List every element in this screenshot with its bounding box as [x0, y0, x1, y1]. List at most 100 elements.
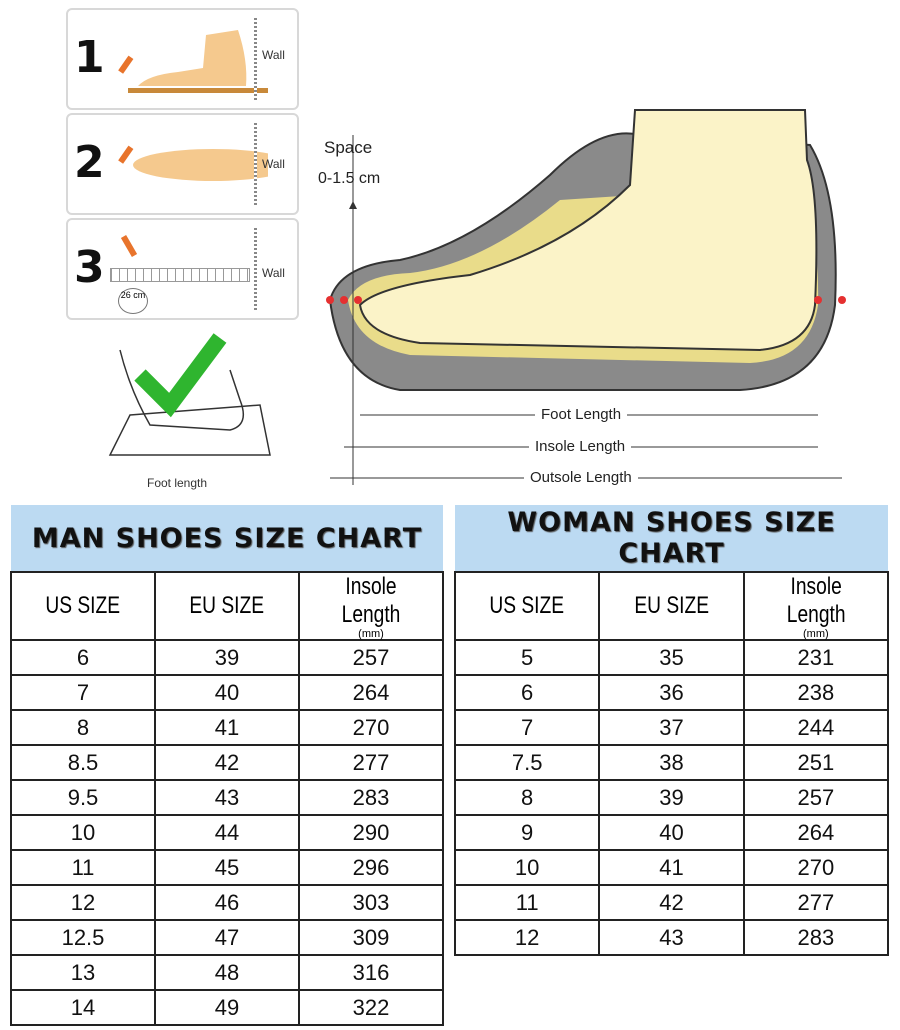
- us-size-cell: 13: [10, 954, 156, 991]
- column-header-label: Insole Length: [341, 573, 401, 628]
- column-header-label: EU SIZE: [634, 592, 709, 619]
- us-size-cell: 7.5: [453, 744, 601, 781]
- eu-size-cell: 46: [154, 884, 300, 921]
- wall-graphic: [254, 123, 257, 207]
- us-size-cell: 6: [453, 674, 601, 711]
- table-row: 8 39 257: [453, 779, 890, 816]
- table-row: 12.5 47 309: [10, 919, 444, 956]
- ruler-reading: 26 cm: [118, 288, 148, 314]
- eu-size-cell: 38: [598, 744, 745, 781]
- insole-length-cell: 264: [298, 674, 444, 711]
- eu-size-cell: 41: [154, 709, 300, 746]
- table-row: 11 42 277: [453, 884, 890, 921]
- table-row: 6 39 257: [10, 639, 444, 676]
- table-row: 9.5 43 283: [10, 779, 444, 816]
- insole-length-cell: 309: [298, 919, 444, 956]
- insole-length-cell: 270: [742, 849, 890, 886]
- table-row: 5 35 231: [453, 639, 890, 676]
- insole-length-cell: 251: [742, 744, 890, 781]
- header-row: US SIZE EU SIZE Insole Length (mm): [453, 571, 890, 641]
- foot-top-illustration: [118, 145, 268, 181]
- us-size-cell: 8: [10, 709, 156, 746]
- step-number: 2: [74, 137, 105, 188]
- eu-size-cell: 39: [154, 639, 300, 676]
- insole-length-cell: 283: [298, 779, 444, 816]
- us-size-cell: 9: [453, 814, 601, 851]
- table-row: 10 41 270: [453, 849, 890, 886]
- insole-length-cell: 270: [298, 709, 444, 746]
- us-size-cell: 11: [10, 849, 156, 886]
- column-header: EU SIZE: [154, 571, 300, 641]
- column-header-label: US SIZE: [45, 592, 121, 619]
- insole-length-label: Insole Length: [529, 438, 632, 455]
- table-row: 9 40 264: [453, 814, 890, 851]
- eu-size-cell: 40: [154, 674, 300, 711]
- insole-length-cell: 316: [298, 954, 444, 991]
- us-size-cell: 10: [10, 814, 156, 851]
- column-header: Insole Length (mm): [742, 571, 890, 641]
- column-header-label: US SIZE: [489, 592, 565, 619]
- table-row: 13 48 316: [10, 954, 444, 991]
- insole-length-cell: 244: [742, 709, 890, 746]
- us-size-cell: 12: [453, 919, 601, 956]
- table-row: 11 45 296: [10, 849, 444, 886]
- insole-length-cell: 322: [298, 989, 444, 1026]
- pencil-icon: [120, 234, 138, 258]
- man-size-table: MAN SHOES SIZE CHART US SIZE EU SIZE Insole…: [10, 505, 444, 1026]
- eu-size-cell: 47: [154, 919, 300, 956]
- eu-size-cell: 49: [154, 989, 300, 1026]
- table-row: 8 41 270: [10, 709, 444, 746]
- us-size-cell: 8.5: [10, 744, 156, 781]
- ruler-graphic: [110, 268, 250, 282]
- foot-length-caption: Foot length: [147, 476, 208, 490]
- measuring-foot-illustration: [108, 333, 271, 456]
- us-size-cell: 10: [453, 849, 601, 886]
- wall-graphic: [254, 18, 257, 102]
- insole-length-cell: 283: [742, 919, 890, 956]
- insole-length-cell: 231: [742, 639, 890, 676]
- eu-size-cell: 44: [154, 814, 300, 851]
- foot-side-illustration: [118, 30, 268, 93]
- unit-label: (mm): [803, 628, 829, 640]
- insole-length-cell: 238: [742, 674, 890, 711]
- eu-size-cell: 35: [598, 639, 745, 676]
- eu-size-cell: 45: [154, 849, 300, 886]
- eu-size-cell: 39: [598, 779, 745, 816]
- us-size-cell: 12: [10, 884, 156, 921]
- step-1-panel: 1 Wall: [66, 8, 299, 110]
- eu-size-cell: 40: [598, 814, 745, 851]
- table-row: 12 46 303: [10, 884, 444, 921]
- step-2-panel: 2 Wall: [66, 113, 299, 215]
- column-header-label: Insole Length: [786, 573, 846, 628]
- us-size-cell: 7: [453, 709, 601, 746]
- table-row: 10 44 290: [10, 814, 444, 851]
- table-title: WOMAN SHOES SIZE CHART: [455, 505, 888, 572]
- step-number: 3: [74, 242, 105, 293]
- table-title: MAN SHOES SIZE CHART: [11, 505, 443, 572]
- foot-length-label: Foot Length: [535, 406, 628, 423]
- step-3-panel: 3 26 cm Wall: [66, 218, 299, 320]
- space-range: 0-1.5 cm: [318, 170, 381, 187]
- us-size-cell: 14: [10, 989, 156, 1026]
- us-size-cell: 5: [453, 639, 601, 676]
- column-header: US SIZE: [10, 571, 156, 641]
- table-row: 7.5 38 251: [453, 744, 890, 781]
- wall-label: Wall: [262, 157, 285, 171]
- table-row: 7 37 244: [453, 709, 890, 746]
- column-header: EU SIZE: [598, 571, 745, 641]
- insole-length-cell: 277: [298, 744, 444, 781]
- table-row: 12 43 283: [453, 919, 890, 956]
- woman-size-table: WOMAN SHOES SIZE CHART US SIZE EU SIZE Inso…: [453, 505, 890, 956]
- eu-size-cell: 42: [598, 884, 745, 921]
- space-label: Space: [324, 138, 373, 157]
- eu-size-cell: 48: [154, 954, 300, 991]
- us-size-cell: 11: [453, 884, 601, 921]
- insole-length-cell: 296: [298, 849, 444, 886]
- insole-length-cell: 277: [742, 884, 890, 921]
- table-row: 6 36 238: [453, 674, 890, 711]
- wall-label: Wall: [262, 266, 285, 280]
- unit-label: (mm): [358, 628, 384, 640]
- eu-size-cell: 43: [154, 779, 300, 816]
- us-size-cell: 9.5: [10, 779, 156, 816]
- us-size-cell: 8: [453, 779, 601, 816]
